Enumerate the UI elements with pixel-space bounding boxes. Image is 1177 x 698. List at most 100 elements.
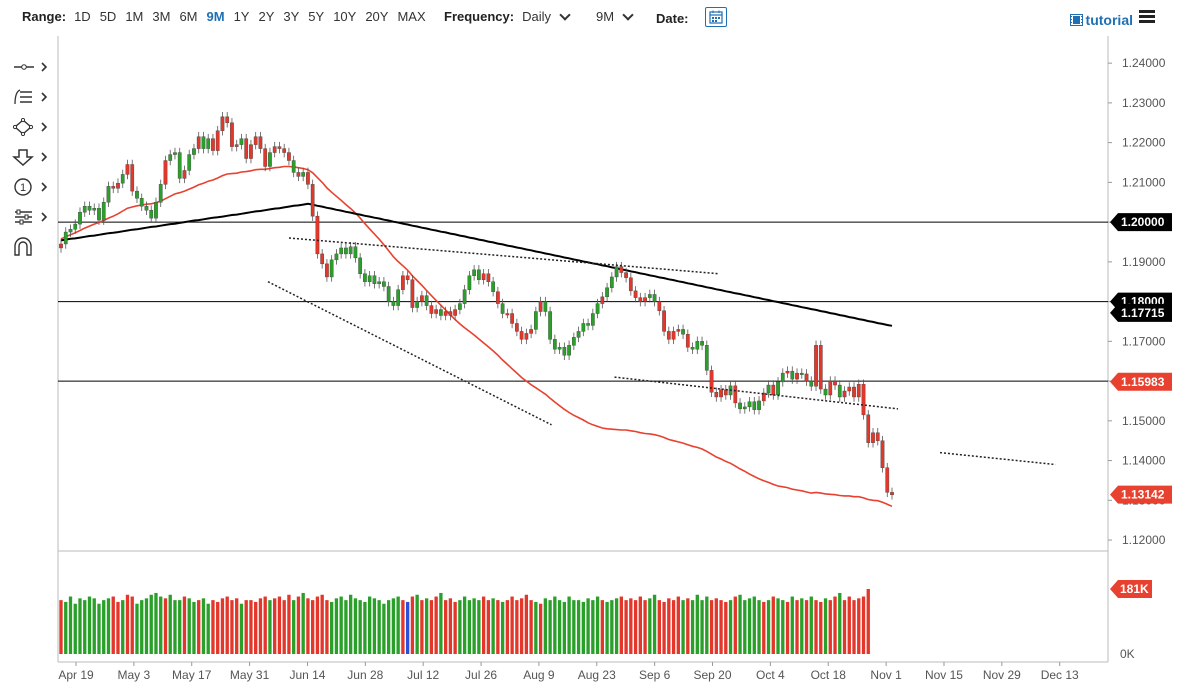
volume-bar: [458, 600, 462, 654]
hamburger-menu-icon[interactable]: [1139, 10, 1155, 24]
volume-bar: [282, 600, 286, 654]
volume-bar: [548, 600, 552, 654]
range-button-3y[interactable]: 3Y: [283, 9, 300, 24]
candle-body: [709, 370, 714, 393]
range-button-5d[interactable]: 5D: [99, 9, 117, 24]
x-tick-label: Apr 19: [58, 668, 94, 682]
frequency-group: Frequency: Daily: [444, 8, 571, 24]
moving-average-200: [60, 202, 893, 327]
volume-bar: [724, 601, 728, 654]
price-chart[interactable]: 1.24000 1.23000 1.22000 1.21000 1.20000 1.190…: [0, 36, 1177, 698]
range-button-5y[interactable]: 5Y: [308, 9, 325, 24]
volume-bar: [576, 600, 581, 654]
volume-bar: [182, 596, 187, 654]
volume-bar: [800, 598, 804, 654]
candle-body: [676, 329, 681, 332]
candle-body: [780, 372, 785, 383]
volume-bar: [168, 594, 172, 654]
volume-bar: [657, 600, 661, 654]
candle-body: [63, 231, 68, 245]
volume-bar: [553, 596, 557, 654]
candle-body: [282, 148, 287, 153]
candle-body: [671, 331, 676, 340]
volume-bar: [230, 600, 234, 654]
candle-body: [329, 259, 334, 278]
tutorial-link[interactable]: tutorial: [1069, 12, 1133, 28]
volume-bar: [847, 596, 851, 654]
price-tick-label: 1.15000: [1122, 414, 1166, 428]
volume-bar: [719, 600, 723, 654]
volume-bar: [220, 598, 225, 654]
price-tag: 1.15983: [1110, 372, 1172, 391]
range-button-9m[interactable]: 9M: [206, 9, 225, 24]
candle-body: [73, 223, 78, 230]
candle-body: [287, 152, 291, 161]
range-button-2y[interactable]: 2Y: [258, 9, 275, 24]
volume-bar: [629, 598, 633, 654]
candle-body: [135, 190, 139, 199]
arrow-tool[interactable]: [12, 142, 56, 172]
trend-lines-tool[interactable]: [12, 82, 56, 112]
range-button-1y[interactable]: 1Y: [233, 9, 250, 24]
calendar-button[interactable]: [704, 7, 727, 27]
range-button-1d[interactable]: 1D: [74, 9, 91, 24]
volume-bar: [861, 596, 866, 654]
range-button-10y[interactable]: 10Y: [333, 9, 357, 24]
volume-bar: [287, 594, 291, 654]
candle-body: [795, 372, 799, 380]
volume-bar: [686, 598, 690, 654]
volume-bar: [372, 598, 377, 654]
candle-body: [814, 345, 818, 387]
volume-bar: [277, 596, 282, 654]
shapes-tool[interactable]: [12, 112, 56, 142]
candle-body: [842, 390, 847, 398]
volume-bar: [349, 594, 353, 654]
volume-bar: [472, 598, 476, 654]
period-group: 9M: [596, 8, 634, 24]
volume-bar: [515, 600, 519, 654]
candle-body: [301, 172, 306, 177]
range-button-6m[interactable]: 6M: [179, 9, 198, 24]
volume-bar: [211, 600, 215, 654]
candle-body: [799, 372, 804, 375]
candle-body: [420, 295, 424, 302]
annotation-tool[interactable]: 1: [12, 172, 56, 202]
volume-bar: [752, 596, 756, 654]
x-tick-label: Jun 28: [347, 668, 383, 682]
crosshair-tool[interactable]: [12, 52, 56, 82]
candle-body: [837, 384, 842, 398]
candle-body: [533, 311, 538, 330]
candle-body: [230, 122, 234, 147]
range-button-max[interactable]: MAX: [397, 9, 426, 24]
candle-body: [386, 286, 391, 302]
volume-bar: [681, 600, 685, 654]
period-dropdown[interactable]: 9M: [596, 8, 634, 24]
volume-bar: [534, 601, 538, 654]
candle-body: [462, 289, 467, 304]
frequency-dropdown[interactable]: Daily: [522, 8, 571, 24]
volume-bar: [600, 600, 604, 654]
range-button-20y[interactable]: 20Y: [365, 9, 389, 24]
magnet-tool[interactable]: [12, 232, 56, 262]
candle-body: [600, 296, 605, 304]
volume-bar: [197, 600, 201, 654]
chevron-down-icon: [559, 8, 571, 21]
candle-body: [662, 310, 666, 332]
price-tag: 1.17715: [1110, 303, 1172, 322]
range-button-1m[interactable]: 1M: [125, 9, 144, 24]
candle-body: [234, 144, 239, 147]
range-button-3m[interactable]: 3M: [152, 9, 171, 24]
volume-bar: [823, 598, 828, 654]
volume-bar: [667, 598, 671, 654]
volume-bar: [386, 600, 391, 654]
volume-bar: [434, 596, 438, 654]
volume-bar: [353, 598, 358, 654]
volume-bar: [83, 600, 87, 654]
candle-body: [486, 273, 491, 282]
volume-bar: [254, 601, 258, 654]
indicators-tool[interactable]: [12, 202, 56, 232]
candle-body: [500, 303, 505, 314]
candle-body: [239, 138, 244, 145]
date-group: Date:: [656, 7, 727, 27]
volume-bar: [524, 594, 529, 654]
